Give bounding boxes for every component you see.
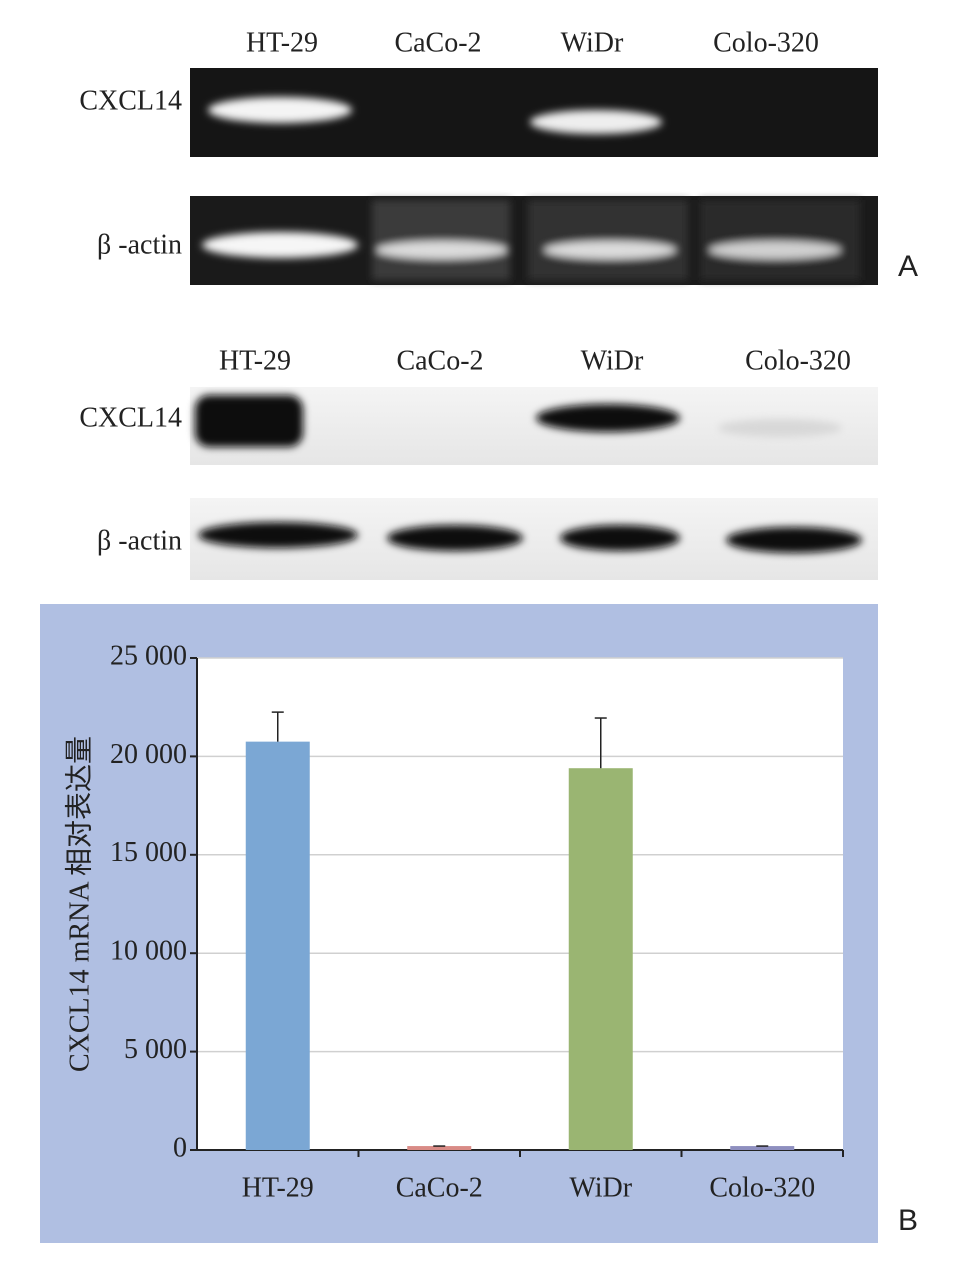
lane-label: Colo-320 [745,345,851,376]
x-tick-label: Colo-320 [709,1172,815,1203]
plot: 0 5 000 10 000 15 000 20 000 25 000 HT-29 CaCo-… [110,640,844,1203]
lane-label: CaCo-2 [396,345,483,376]
bar [407,1146,472,1150]
band [376,241,508,259]
lane-label: HT-29 [246,27,318,58]
gel-b: HT-29 CaCo-2 WiDr Colo-320 CXCL14 β -act… [79,345,878,580]
y-tick-label: 10 000 [110,936,187,967]
bar [730,1146,795,1150]
smear [372,200,510,280]
band [709,241,841,259]
lane-label: WiDr [561,27,624,58]
row-label: CXCL14 [79,402,182,433]
band [198,522,358,548]
band [718,419,842,437]
y-tick-label: 25 000 [110,640,187,671]
bar [245,741,310,1150]
band [387,525,523,551]
panel-label: A [898,250,918,283]
row-label: β -actin [97,525,182,556]
row-label: β -actin [97,229,182,260]
y-tick-label: 5 000 [124,1034,187,1065]
lane-label: CaCo-2 [394,27,481,58]
x-tick-label: HT-29 [242,1172,314,1203]
y-tick-label: 20 000 [110,739,187,770]
lane-label: HT-29 [219,345,291,376]
band [536,404,680,432]
band [530,110,662,134]
band [202,232,358,258]
x-tick-label: WiDr [569,1172,632,1203]
row-label: CXCL14 [79,85,182,116]
band [208,97,352,123]
y-tick-label: 15 000 [110,837,187,868]
y-axis-title: CXCL14 mRNA 相对表达量 [63,736,95,1072]
band [726,527,862,553]
y-tick-label: 0 [173,1132,187,1163]
lane-label: WiDr [581,345,644,376]
smear [700,200,860,280]
band [544,241,676,259]
band [560,525,680,551]
lane-label: Colo-320 [713,27,819,58]
bar [568,768,633,1150]
smear [528,200,688,280]
gel-a: HT-29 CaCo-2 WiDr Colo-320 CXCL14 β -act… [79,27,918,285]
panel-label: B [898,1204,918,1237]
band [195,395,303,447]
x-tick-label: CaCo-2 [396,1172,483,1203]
